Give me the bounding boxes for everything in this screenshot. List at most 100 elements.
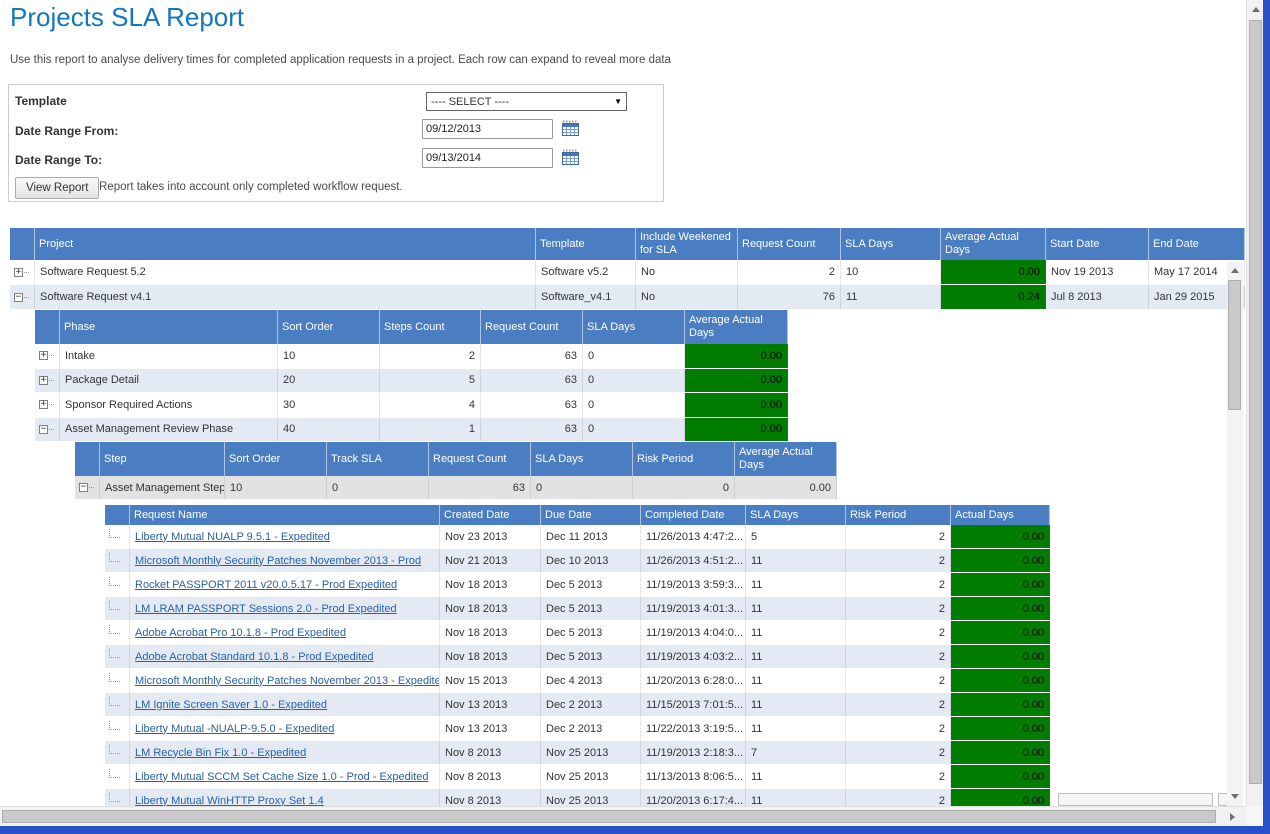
- request-link[interactable]: Liberty Mutual -NUALP-9.5.0 - Expedited: [135, 723, 334, 735]
- requests-table-cell-risk_period: 2: [846, 573, 951, 596]
- requests-table-cell-risk_period: 2: [846, 693, 951, 716]
- steps-table-header-request_count: Request Count: [429, 442, 531, 476]
- tree-line: [89, 487, 94, 488]
- phases-table-cell-phase: Package Detail: [60, 369, 278, 393]
- requests-table-cell-created_date: Nov 8 2013: [440, 741, 541, 764]
- table-row: LM LRAM PASSPORT Sessions 2.0 - Prod Exp…: [105, 597, 1050, 621]
- phases-table-cell-sort_order: 10: [278, 344, 380, 368]
- expander-column-header: [75, 442, 100, 476]
- requests-table-header-actual_days: Actual Days: [951, 505, 1050, 525]
- phases-table-cell-avg_actual_days: 0.00: [685, 418, 788, 442]
- requests-table-cell-due_date: Dec 2 2013: [541, 717, 641, 740]
- projects-table-cell-avg_actual_days: 0.00: [941, 260, 1046, 284]
- requests-table-header-due_date: Due Date: [541, 505, 641, 525]
- tree-leaf-icon: [109, 697, 120, 706]
- requests-table-cell-sla_days: 11: [746, 693, 846, 716]
- expander-minus-icon[interactable]: −: [14, 293, 23, 302]
- requests-table-cell-sla_days: 11: [746, 621, 846, 644]
- view-report-button[interactable]: View Report: [15, 177, 99, 199]
- requests-table-cell-created_date: Nov 8 2013: [440, 765, 541, 788]
- request-link[interactable]: Microsoft Monthly Security Patches Novem…: [135, 555, 421, 567]
- grid-vertical-scrollbar[interactable]: [1227, 262, 1243, 806]
- window-frame-bottom: [0, 826, 1270, 834]
- projects-table-header-template: Template: [536, 228, 636, 260]
- projects-table-header-include_weekend: Include Weekened for SLA: [636, 228, 738, 260]
- projects-table-cell-template: Software v5.2: [536, 260, 636, 284]
- expander-plus-icon[interactable]: +: [39, 376, 48, 385]
- scroll-up-icon[interactable]: [1252, 7, 1260, 12]
- date-range-from-input[interactable]: [422, 119, 553, 139]
- expander-minus-icon[interactable]: −: [79, 483, 88, 492]
- scroll-up-icon[interactable]: [1231, 268, 1239, 273]
- calendar-icon: [561, 120, 580, 137]
- expander-minus-icon[interactable]: −: [39, 425, 48, 434]
- request-link[interactable]: Adobe Acrobat Pro 10.1.8 - Prod Expedite…: [135, 627, 346, 639]
- expander-plus-icon[interactable]: +: [39, 400, 48, 409]
- projects-table-header-row: ProjectTemplateInclude Weekened for SLAR…: [10, 228, 1245, 260]
- request-link[interactable]: Rocket PASSPORT 2011 v20.0.5.17 - Prod E…: [135, 579, 397, 591]
- phases-table-cell-sort_order: 40: [278, 418, 380, 442]
- page-vertical-scrollbar[interactable]: [1246, 0, 1263, 806]
- table-row: Liberty Mutual -NUALP-9.5.0 - Expedited N…: [105, 717, 1050, 741]
- expander-column-header: [35, 310, 60, 344]
- date-range-to-input[interactable]: [422, 148, 553, 168]
- tree-line: [49, 429, 54, 430]
- phases-table-cell-sort_order: 30: [278, 393, 380, 417]
- table-row: Microsoft Monthly Security Patches Novem…: [105, 549, 1050, 573]
- request-link[interactable]: Liberty Mutual WinHTTP Proxy Set 1.4: [135, 795, 324, 807]
- expander-plus-icon[interactable]: +: [14, 268, 23, 277]
- requests-table-cell-actual_days: 0.00: [951, 621, 1050, 644]
- request-link[interactable]: LM Recycle Bin Fix 1.0 - Expedited: [135, 747, 306, 759]
- table-row: +Sponsor Required Actions3046300.00: [35, 393, 788, 418]
- tree-leaf-icon: [109, 673, 120, 682]
- steps-table-cell-avg_actual_days: 0.00: [735, 476, 837, 499]
- table-row: Rocket PASSPORT 2011 v20.0.5.17 - Prod E…: [105, 573, 1050, 597]
- projects-table-cell-template: Software_v4.1: [536, 285, 636, 309]
- table-row: +Software Request 5.2Software v5.2No2100…: [10, 260, 1245, 285]
- scroll-right-icon[interactable]: [1230, 813, 1235, 821]
- requests-table-cell-sla_days: 11: [746, 765, 846, 788]
- calendar-icon[interactable]: [560, 149, 580, 167]
- page-vertical-scrollbar-thumb[interactable]: [1249, 20, 1262, 784]
- request-link[interactable]: Liberty Mutual SCCM Set Cache Size 1.0 -…: [135, 771, 428, 783]
- request-link[interactable]: LM Ignite Screen Saver 1.0 - Expedited: [135, 699, 327, 711]
- requests-table-cell-sla_days: 11: [746, 597, 846, 620]
- request-link[interactable]: LM LRAM PASSPORT Sessions 2.0 - Prod Exp…: [135, 603, 397, 615]
- requests-table-cell-risk_period: 2: [846, 597, 951, 620]
- projects-table-cell-include_weekend: No: [636, 285, 738, 309]
- projects-table-cell-start_date: Nov 19 2013: [1046, 260, 1149, 284]
- projects-table-cell-include_weekend: No: [636, 260, 738, 284]
- calendar-icon[interactable]: [560, 120, 580, 138]
- request-link[interactable]: Liberty Mutual NUALP 9.5.1 - Expedited: [135, 531, 330, 543]
- table-row: Adobe Acrobat Pro 10.1.8 - Prod Expedite…: [105, 621, 1050, 645]
- grid-vertical-scrollbar-thumb[interactable]: [1228, 280, 1241, 410]
- projects-table-cell-avg_actual_days: 0.24: [941, 285, 1046, 309]
- table-row: Microsoft Monthly Security Patches Novem…: [105, 669, 1050, 693]
- phases-table-cell-request_count: 63: [481, 344, 583, 368]
- requests-table-cell-created_date: Nov 13 2013: [440, 717, 541, 740]
- requests-table-cell-sla_days: 11: [746, 645, 846, 668]
- scroll-down-icon[interactable]: [1231, 794, 1239, 799]
- steps-table-cell-track_sla: 0: [327, 476, 429, 499]
- steps-table-cell-sla_days: 0: [531, 476, 633, 499]
- projects-table-cell-sla_days: 10: [841, 260, 941, 284]
- requests-table-cell-request_name: Rocket PASSPORT 2011 v20.0.5.17 - Prod E…: [130, 573, 440, 596]
- projects-table-header-avg_actual_days: Average Actual Days: [941, 228, 1046, 260]
- request-link[interactable]: Adobe Acrobat Standard 10.1.8 - Prod Exp…: [135, 651, 374, 663]
- requests-table-cell-created_date: Nov 13 2013: [440, 693, 541, 716]
- phases-table-header-row: PhaseSort OrderSteps CountRequest CountS…: [35, 310, 788, 344]
- expander-plus-icon[interactable]: +: [39, 351, 48, 360]
- requests-table-cell-request_name: LM Ignite Screen Saver 1.0 - Expedited: [130, 693, 440, 716]
- template-select[interactable]: ---- SELECT ---- ▼: [426, 92, 627, 111]
- requests-table-cell-created_date: Nov 18 2013: [440, 597, 541, 620]
- tree-leaf-icon: [109, 553, 120, 562]
- steps-table-cell-sort_order: 10: [225, 476, 327, 499]
- page-horizontal-scrollbar[interactable]: [0, 806, 1246, 826]
- tree-leaf-icon: [109, 601, 120, 610]
- page-horizontal-scrollbar-thumb[interactable]: [2, 810, 1216, 823]
- requests-table-cell-due_date: Dec 5 2013: [541, 621, 641, 644]
- requests-table-cell-actual_days: 0.00: [951, 525, 1050, 548]
- requests-table-cell-risk_period: 2: [846, 765, 951, 788]
- request-link[interactable]: Microsoft Monthly Security Patches Novem…: [135, 675, 440, 687]
- phases-table-cell-sla_days: 0: [583, 418, 685, 442]
